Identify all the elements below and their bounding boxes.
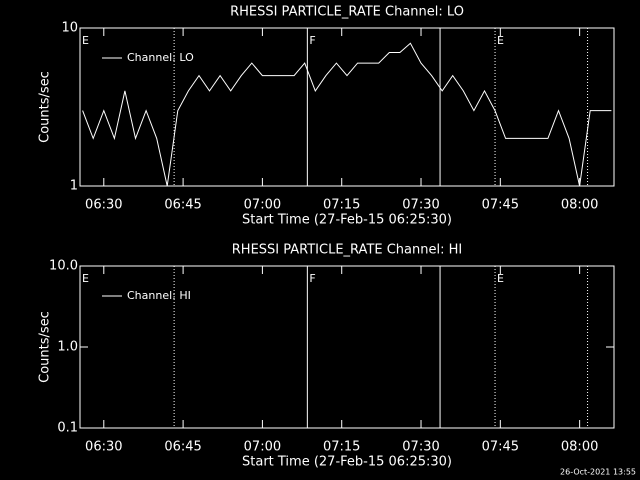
x-tick-label: 07:15 — [323, 440, 360, 455]
y-tick-label: 10 — [61, 21, 78, 36]
y-tick-label: 1.0 — [57, 340, 78, 355]
x-tick-label: 07:30 — [402, 440, 439, 455]
flag-label: F — [309, 272, 315, 285]
x-tick-label: 07:45 — [482, 440, 519, 455]
data-line — [82, 42, 612, 187]
y-axis-label: Counts/sec — [38, 311, 53, 383]
flag-label: F — [309, 34, 315, 47]
y-tick-label: 0.1 — [57, 421, 78, 436]
y-tick-label: 10.0 — [49, 259, 78, 274]
plot-frame — [79, 27, 615, 187]
x-tick-label: 08:00 — [561, 440, 598, 455]
x-tick-label: 07:30 — [402, 198, 439, 213]
x-tick-label: 07:45 — [482, 198, 519, 213]
x-tick-label: 07:00 — [244, 198, 281, 213]
chart-title: RHESSI PARTICLE_RATE Channel: LO — [230, 5, 464, 20]
chart-title: RHESSI PARTICLE_RATE Channel: HI — [232, 243, 462, 258]
timestamp: 26-Oct-2021 13:55 — [560, 468, 636, 477]
flag-label: E — [497, 272, 504, 285]
x-axis-label: Start Time (27-Feb-15 06:25:30) — [242, 213, 452, 228]
legend-label: Channel: HI — [127, 289, 191, 302]
flag-label: E — [82, 34, 89, 47]
flag-label: E — [497, 34, 504, 47]
x-tick-label: 06:45 — [164, 198, 201, 213]
x-tick-label: 07:15 — [323, 198, 360, 213]
x-tick-label: 08:00 — [561, 198, 598, 213]
x-tick-label: 06:30 — [85, 198, 122, 213]
y-tick-label: 1 — [70, 179, 78, 194]
x-tick-label: 06:30 — [85, 440, 122, 455]
x-axis-label: Start Time (27-Feb-15 06:25:30) — [242, 455, 452, 470]
x-tick-label: 06:45 — [164, 440, 201, 455]
legend-label: Channel: LO — [127, 51, 194, 64]
flag-label: E — [82, 272, 89, 285]
x-tick-label: 07:00 — [244, 440, 281, 455]
y-axis-label: Counts/sec — [38, 71, 53, 143]
